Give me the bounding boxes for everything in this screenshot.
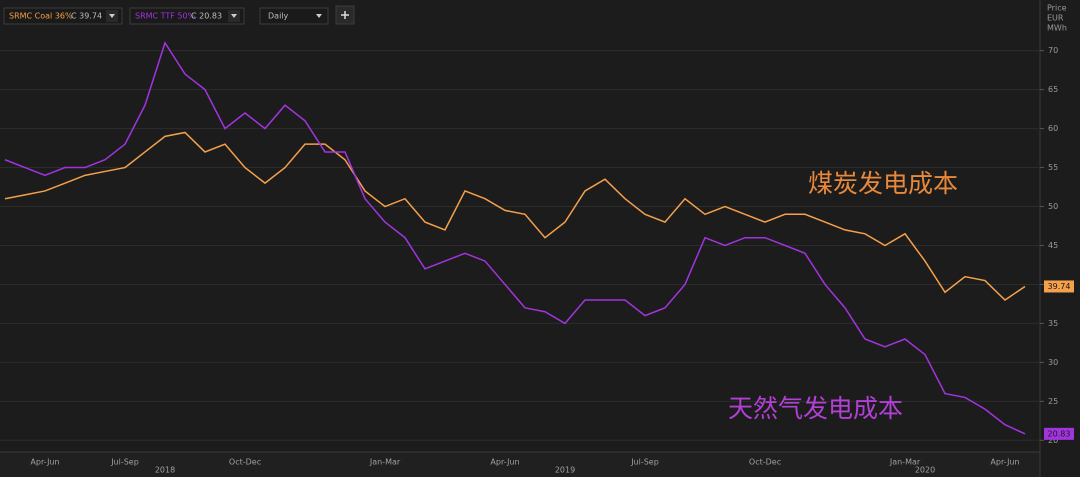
last-value-label: 39.74 (1048, 282, 1071, 291)
y-tick-label: 45 (1048, 241, 1058, 250)
line (4, 131, 1026, 301)
y-tick-label: 50 (1048, 202, 1058, 211)
dropdown-arrow (231, 14, 237, 18)
x-tick-label: Jan-Mar (889, 458, 921, 467)
y-axis-label: EUR (1047, 14, 1064, 23)
x-tick-label: Apr-Jun (30, 458, 59, 467)
interval: Daily (268, 12, 289, 21)
last-value-label: 20.83 (1048, 429, 1071, 438)
year-label: 2020 (915, 466, 935, 475)
x-tick-label: Apr-Jun (990, 458, 1019, 467)
series-box[interactable] (129, 7, 245, 25)
lines (4, 41, 1026, 435)
year-label: 2019 (555, 466, 575, 475)
x-tick-label: Apr-Jun (490, 458, 519, 467)
dropdown-arrow (109, 14, 115, 18)
last-value-box (1044, 427, 1074, 440)
y-tick-label: 25 (1048, 397, 1058, 406)
y-tick-label: 60 (1048, 124, 1058, 133)
year-label: 2018 (155, 466, 175, 475)
x-axis-band (0, 452, 1040, 477)
axis: 2025303540455055606570Apr-JunJul-SepOct-… (30, 46, 1074, 475)
x-tick-label: Jan-Mar (369, 458, 401, 467)
x-tick-label: Jul-Sep (630, 458, 659, 467)
series-name: SRMC TTF 50% (135, 12, 196, 21)
y-tick-label: 20 (1048, 436, 1058, 445)
y-tick-label: 30 (1048, 358, 1058, 367)
x-tick-label: Jul-Sep (110, 458, 139, 467)
last-value-box (1044, 280, 1074, 293)
x-tick-label: Oct-Dec (229, 458, 261, 467)
series-box[interactable] (3, 7, 123, 25)
y-tick-label: 35 (1048, 319, 1058, 328)
y-axis-label: Price (1047, 4, 1067, 13)
series-close: C 39.74 (71, 12, 102, 21)
interval-box[interactable] (259, 7, 329, 25)
series-close: C 20.83 (191, 12, 222, 21)
annotation: 煤炭发电成本 (808, 169, 958, 198)
annotation: 天然气发电成本 (728, 394, 903, 423)
dropdown-arrow (316, 14, 322, 18)
y-axis-label: MWh (1047, 24, 1067, 33)
y-tick-label: 55 (1048, 163, 1058, 172)
line (4, 41, 1026, 435)
y-tick-label: 70 (1048, 46, 1058, 55)
toolbar: SRMC Coal 36% C 39.74 SRMC TTF 50% C 20.… (3, 5, 355, 25)
series-name: SRMC Coal 36% (9, 12, 73, 21)
grid (0, 50, 1040, 441)
y-tick-label: 65 (1048, 85, 1058, 94)
x-tick-label: Oct-Dec (749, 458, 781, 467)
